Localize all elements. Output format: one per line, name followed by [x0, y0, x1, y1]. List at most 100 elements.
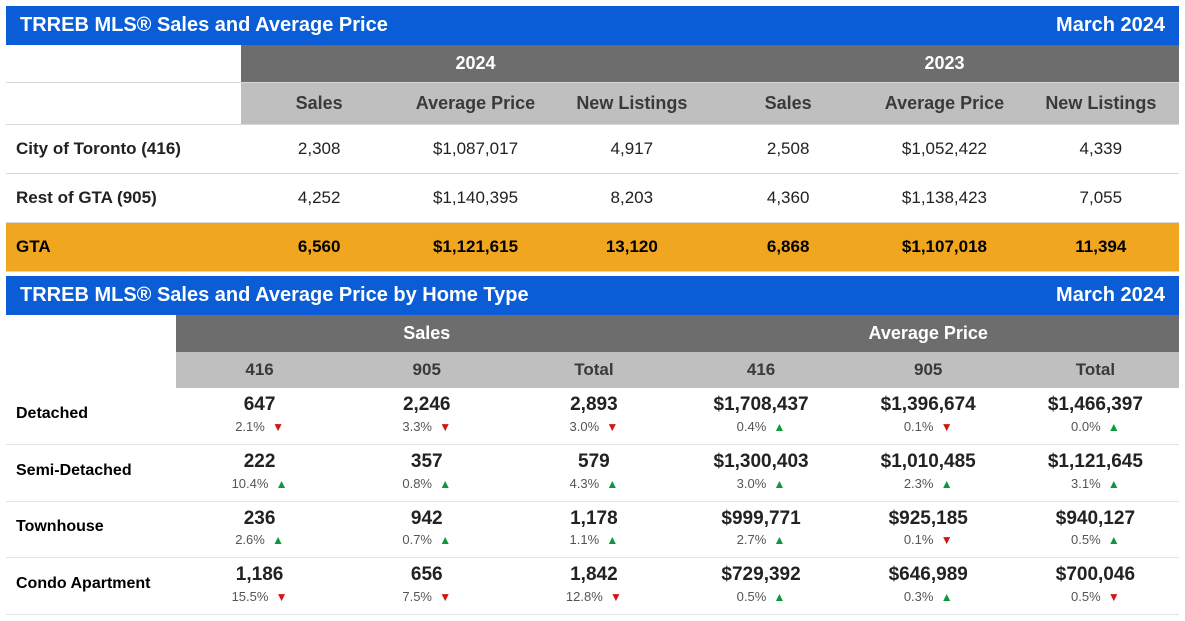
arrow-up-icon: ▲ — [774, 533, 786, 547]
banner-title: TRREB MLS® Sales and Average Price — [20, 14, 388, 37]
data-cell: 2362.6% ▲ — [176, 501, 343, 558]
arrow-down-icon: ▼ — [276, 590, 288, 604]
table-row: Rest of GTA (905)4,252$1,140,3958,2034,3… — [6, 174, 1179, 223]
data-cell: $1,121,615 — [397, 223, 553, 272]
table2-group-row: Sales Average Price — [6, 315, 1179, 352]
blank-cell — [6, 45, 241, 83]
cell-pct: 0.1% ▼ — [845, 532, 1012, 547]
blank-cell — [6, 315, 176, 352]
cell-pct: 0.8% ▲ — [343, 476, 510, 491]
banner-sales-avg-price: TRREB MLS® Sales and Average Price March… — [6, 6, 1179, 45]
cell-pct: 3.0% ▲ — [677, 476, 844, 491]
cell-value: $729,392 — [677, 564, 844, 587]
banner-period: March 2024 — [1056, 284, 1165, 307]
arrow-up-icon: ▲ — [774, 477, 786, 491]
table-row: City of Toronto (416)2,308$1,087,0174,91… — [6, 125, 1179, 174]
cell-value: $925,185 — [845, 508, 1012, 531]
cell-pct: 7.5% ▼ — [343, 589, 510, 604]
subheader: Total — [1012, 352, 1179, 388]
data-cell: $1,121,6453.1% ▲ — [1012, 444, 1179, 501]
cell-pct: 0.5% ▼ — [1012, 589, 1179, 604]
cell-value: $1,466,397 — [1012, 394, 1179, 417]
arrow-up-icon: ▲ — [606, 477, 618, 491]
cell-pct: 0.5% ▲ — [677, 589, 844, 604]
cell-value: $940,127 — [1012, 508, 1179, 531]
cell-pct: 2.1% ▼ — [176, 419, 343, 434]
data-cell: 7,055 — [1023, 174, 1179, 223]
table-row: Detached6472.1% ▼2,2463.3% ▼2,8933.0% ▼$… — [6, 388, 1179, 444]
data-cell: 13,120 — [554, 223, 710, 272]
cell-value: $1,300,403 — [677, 451, 844, 474]
cell-value: $1,396,674 — [845, 394, 1012, 417]
data-cell: 2,2463.3% ▼ — [343, 388, 510, 444]
subheader: 905 — [845, 352, 1012, 388]
data-cell: 2,308 — [241, 125, 397, 174]
cell-pct: 0.4% ▲ — [677, 419, 844, 434]
cell-value: 222 — [176, 451, 343, 474]
arrow-up-icon: ▲ — [1108, 477, 1120, 491]
subheader: New Listings — [554, 83, 710, 125]
data-cell: 1,18615.5% ▼ — [176, 558, 343, 615]
arrow-down-icon: ▼ — [439, 420, 451, 434]
subheader: 416 — [176, 352, 343, 388]
arrow-up-icon: ▲ — [606, 533, 618, 547]
cell-value: 656 — [343, 564, 510, 587]
data-cell: $1,052,422 — [866, 125, 1022, 174]
arrow-down-icon: ▼ — [439, 590, 451, 604]
cell-pct: 12.8% ▼ — [510, 589, 677, 604]
cell-value: 942 — [343, 508, 510, 531]
data-cell: $1,107,018 — [866, 223, 1022, 272]
arrow-up-icon: ▲ — [1108, 420, 1120, 434]
total-row: GTA6,560$1,121,61513,1206,868$1,107,0181… — [6, 223, 1179, 272]
cell-value: 236 — [176, 508, 343, 531]
subheader: Average Price — [866, 83, 1022, 125]
data-cell: 1,1781.1% ▲ — [510, 501, 677, 558]
data-cell: 1,84212.8% ▼ — [510, 558, 677, 615]
arrow-up-icon: ▲ — [774, 590, 786, 604]
data-cell: $729,392 0.5% ▲ — [677, 558, 844, 615]
cell-value: $1,708,437 — [677, 394, 844, 417]
subheader: New Listings — [1023, 83, 1179, 125]
data-cell: 3570.8% ▲ — [343, 444, 510, 501]
cell-value: 2,246 — [343, 394, 510, 417]
banner-title: TRREB MLS® Sales and Average Price by Ho… — [20, 284, 529, 307]
data-cell: $700,0460.5% ▼ — [1012, 558, 1179, 615]
data-cell: 6,868 — [710, 223, 866, 272]
table1-subheader-row: Sales Average Price New Listings Sales A… — [6, 83, 1179, 125]
cell-pct: 10.4% ▲ — [176, 476, 343, 491]
cell-pct: 15.5% ▼ — [176, 589, 343, 604]
data-cell: $1,010,4852.3% ▲ — [845, 444, 1012, 501]
data-cell: 647 2.1% ▼ — [176, 388, 343, 444]
subheader: Sales — [241, 83, 397, 125]
arrow-up-icon: ▲ — [774, 420, 786, 434]
data-cell: $1,140,395 — [397, 174, 553, 223]
row-label: Rest of GTA (905) — [6, 174, 241, 223]
data-cell: $999,7712.7% ▲ — [677, 501, 844, 558]
data-cell: 8,203 — [554, 174, 710, 223]
cell-pct: 3.0% ▼ — [510, 419, 677, 434]
cell-pct: 0.7% ▲ — [343, 532, 510, 547]
arrow-up-icon: ▲ — [1108, 533, 1120, 547]
arrow-down-icon: ▼ — [610, 590, 622, 604]
data-cell: 4,252 — [241, 174, 397, 223]
cell-pct: 1.1% ▲ — [510, 532, 677, 547]
data-cell: 4,339 — [1023, 125, 1179, 174]
arrow-up-icon: ▲ — [272, 533, 284, 547]
cell-value: 647 — [176, 394, 343, 417]
subheader: 905 — [343, 352, 510, 388]
data-cell: 2,508 — [710, 125, 866, 174]
cell-value: 579 — [510, 451, 677, 474]
data-cell: 656 7.5% ▼ — [343, 558, 510, 615]
blank-cell — [6, 83, 241, 125]
table-row: Semi-Detached22210.4% ▲3570.8% ▲5794.3% … — [6, 444, 1179, 501]
group-header-sales: Sales — [176, 315, 677, 352]
blank-cell — [6, 352, 176, 388]
data-cell: $925,1850.1% ▼ — [845, 501, 1012, 558]
cell-value: $999,771 — [677, 508, 844, 531]
arrow-down-icon: ▼ — [272, 420, 284, 434]
arrow-down-icon: ▼ — [941, 533, 953, 547]
row-label: City of Toronto (416) — [6, 125, 241, 174]
cell-pct: 2.6% ▲ — [176, 532, 343, 547]
data-cell: $1,396,6740.1% ▼ — [845, 388, 1012, 444]
row-label: GTA — [6, 223, 241, 272]
